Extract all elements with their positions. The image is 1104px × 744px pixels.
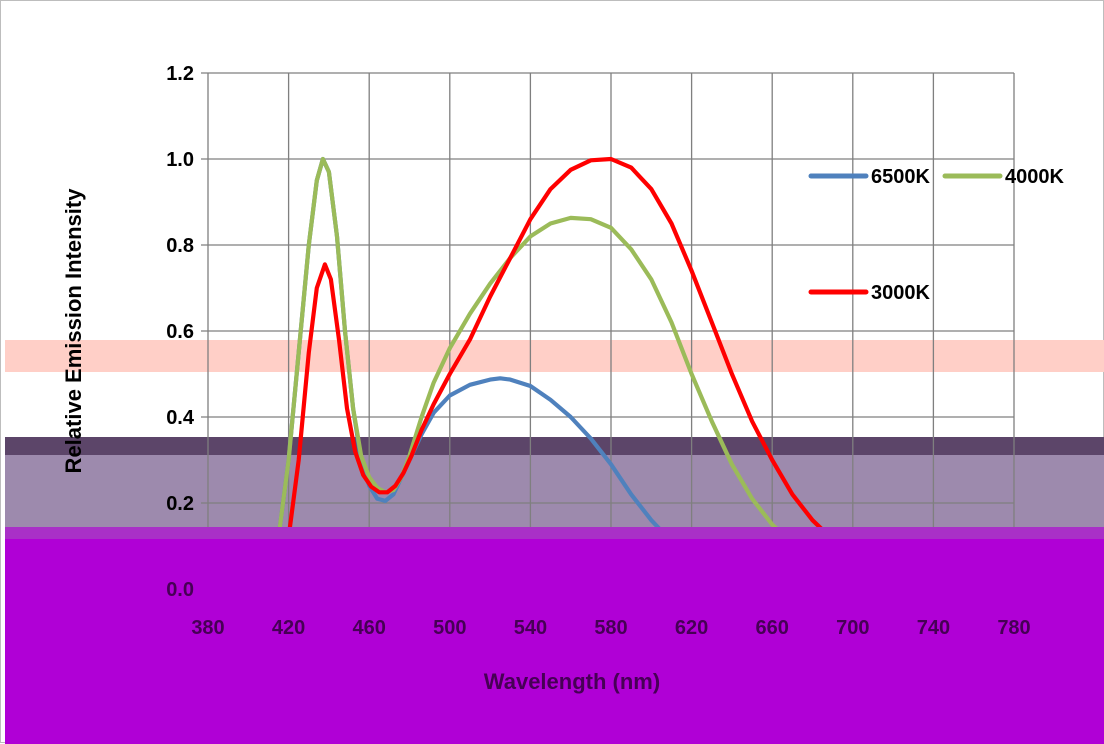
y-tick-label: 0.4: [166, 407, 195, 429]
x-tick-label: 420: [272, 617, 305, 639]
x-tick-label: 740: [917, 617, 950, 639]
overlay-edge: [5, 527, 1104, 539]
y-axis-title: Relative Emission Intensity: [61, 188, 86, 474]
overlay-band-dark: [5, 437, 1104, 455]
y-tick-label: 0.0: [166, 579, 194, 601]
x-tick-label: 700: [836, 617, 869, 639]
x-tick-label: 540: [514, 617, 547, 639]
overlay-band-pink: [5, 340, 1104, 372]
x-tick-label: 780: [997, 617, 1030, 639]
overlay-block-magenta: [5, 527, 1104, 744]
y-tick-label: 0.2: [166, 493, 194, 515]
legend-label-6500k: 6500K: [871, 166, 930, 188]
x-tick-label: 620: [675, 617, 708, 639]
y-tick-label: 1.2: [166, 63, 194, 85]
y-tick-label: 1.0: [166, 149, 194, 171]
x-tick-label: 500: [433, 617, 466, 639]
x-tick-label: 580: [594, 617, 627, 639]
legend-label-4000k: 4000K: [1005, 166, 1064, 188]
x-tick-label: 380: [191, 617, 224, 639]
x-tick-label: 460: [353, 617, 386, 639]
x-axis-title: Wavelength (nm): [484, 669, 660, 694]
x-tick-label: 660: [756, 617, 789, 639]
y-tick-label: 0.8: [166, 235, 194, 257]
legend-label-3000k: 3000K: [871, 282, 930, 304]
y-tick-label: 0.6: [166, 321, 194, 343]
